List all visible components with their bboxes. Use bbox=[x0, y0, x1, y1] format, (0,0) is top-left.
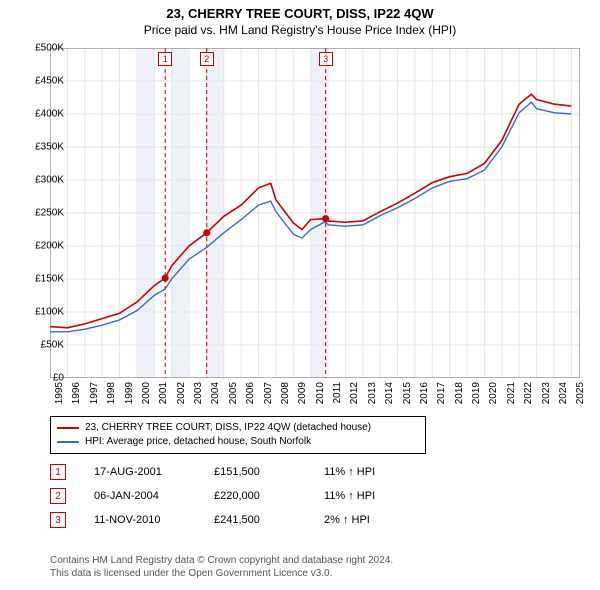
x-axis-tick: 2017 bbox=[436, 382, 447, 404]
x-axis-tick: 2002 bbox=[176, 382, 187, 404]
x-axis-tick: 2025 bbox=[575, 382, 586, 404]
footer-line: Contains HM Land Registry data © Crown c… bbox=[50, 554, 393, 567]
transaction-date: 11-NOV-2010 bbox=[94, 514, 214, 526]
x-axis-tick: 2023 bbox=[541, 382, 552, 404]
legend-label: HPI: Average price, detached house, Sout… bbox=[85, 435, 311, 449]
transaction-index: 1 bbox=[50, 464, 66, 480]
x-axis-tick: 2013 bbox=[367, 382, 378, 404]
x-axis-tick: 1997 bbox=[89, 382, 100, 404]
transaction-date: 17-AUG-2001 bbox=[94, 466, 214, 478]
x-axis-tick: 2016 bbox=[419, 382, 430, 404]
x-axis-tick: 1999 bbox=[124, 382, 135, 404]
transaction-row: 1 17-AUG-2001£151,50011% ↑ HPI bbox=[50, 460, 434, 484]
x-axis-tick: 2022 bbox=[523, 382, 534, 404]
x-axis-tick: 2005 bbox=[228, 382, 239, 404]
transactions-table: 1 17-AUG-2001£151,50011% ↑ HPI 2 06-JAN-200… bbox=[50, 460, 434, 532]
transaction-price: £151,500 bbox=[214, 466, 324, 478]
page-title: 23, CHERRY TREE COURT, DISS, IP22 4QW bbox=[0, 6, 600, 21]
x-axis-tick: 2001 bbox=[158, 382, 169, 404]
legend-swatch bbox=[57, 427, 79, 429]
legend-item: 23, CHERRY TREE COURT, DISS, IP22 4QW (d… bbox=[57, 421, 419, 435]
transaction-row: 2 06-JAN-2004£220,00011% ↑ HPI bbox=[50, 484, 434, 508]
x-axis-tick: 2004 bbox=[210, 382, 221, 404]
transaction-price: £220,000 bbox=[214, 490, 324, 502]
x-axis-tick: 2015 bbox=[402, 382, 413, 404]
x-axis-tick: 1995 bbox=[54, 382, 65, 404]
footer-attribution: Contains HM Land Registry data © Crown c… bbox=[50, 554, 393, 580]
x-axis-tick: 2007 bbox=[263, 382, 274, 404]
y-axis-tick: £300K bbox=[24, 175, 64, 186]
x-axis-tick: 2018 bbox=[454, 382, 465, 404]
x-axis-tick: 2021 bbox=[506, 382, 517, 404]
legend-label: 23, CHERRY TREE COURT, DISS, IP22 4QW (d… bbox=[85, 421, 371, 435]
y-axis-tick: £500K bbox=[24, 43, 64, 54]
x-axis-tick: 1996 bbox=[71, 382, 82, 404]
legend-item: HPI: Average price, detached house, Sout… bbox=[57, 435, 419, 449]
transaction-pct: 2% ↑ HPI bbox=[324, 514, 434, 526]
x-axis-tick: 2009 bbox=[297, 382, 308, 404]
legend-swatch bbox=[57, 441, 79, 443]
y-axis-tick: £100K bbox=[24, 307, 64, 318]
x-axis-tick: 2008 bbox=[280, 382, 291, 404]
x-axis-tick: 2006 bbox=[245, 382, 256, 404]
x-axis-tick: 2010 bbox=[315, 382, 326, 404]
x-axis-tick: 2014 bbox=[384, 382, 395, 404]
price-chart bbox=[50, 48, 580, 378]
sale-marker-label: 3 bbox=[319, 52, 333, 66]
x-axis-tick: 2011 bbox=[332, 382, 343, 404]
transaction-date: 06-JAN-2004 bbox=[94, 490, 214, 502]
y-axis-tick: £200K bbox=[24, 241, 64, 252]
transaction-index: 3 bbox=[50, 512, 66, 528]
x-axis-tick: 2000 bbox=[141, 382, 152, 404]
page-subtitle: Price paid vs. HM Land Registry's House … bbox=[0, 23, 600, 37]
transaction-row: 3 11-NOV-2010£241,5002% ↑ HPI bbox=[50, 508, 434, 532]
transaction-pct: 11% ↑ HPI bbox=[324, 466, 434, 478]
sale-marker-label: 1 bbox=[158, 52, 172, 66]
y-axis-tick: £350K bbox=[24, 142, 64, 153]
x-axis-tick: 2019 bbox=[471, 382, 482, 404]
x-axis-tick: 1998 bbox=[106, 382, 117, 404]
transaction-pct: 11% ↑ HPI bbox=[324, 490, 434, 502]
y-axis-tick: £50K bbox=[24, 340, 64, 351]
sale-marker-label: 2 bbox=[200, 52, 214, 66]
x-axis-tick: 2020 bbox=[488, 382, 499, 404]
chart-legend: 23, CHERRY TREE COURT, DISS, IP22 4QW (d… bbox=[50, 416, 426, 454]
transaction-index: 2 bbox=[50, 488, 66, 504]
footer-line: This data is licensed under the Open Gov… bbox=[50, 567, 393, 580]
y-axis-tick: £450K bbox=[24, 76, 64, 87]
transaction-price: £241,500 bbox=[214, 514, 324, 526]
x-axis-tick: 2024 bbox=[558, 382, 569, 404]
y-axis-tick: £400K bbox=[24, 109, 64, 120]
y-axis-tick: £150K bbox=[24, 274, 64, 285]
x-axis-tick: 2012 bbox=[349, 382, 360, 404]
y-axis-tick: £250K bbox=[24, 208, 64, 219]
x-axis-tick: 2003 bbox=[193, 382, 204, 404]
